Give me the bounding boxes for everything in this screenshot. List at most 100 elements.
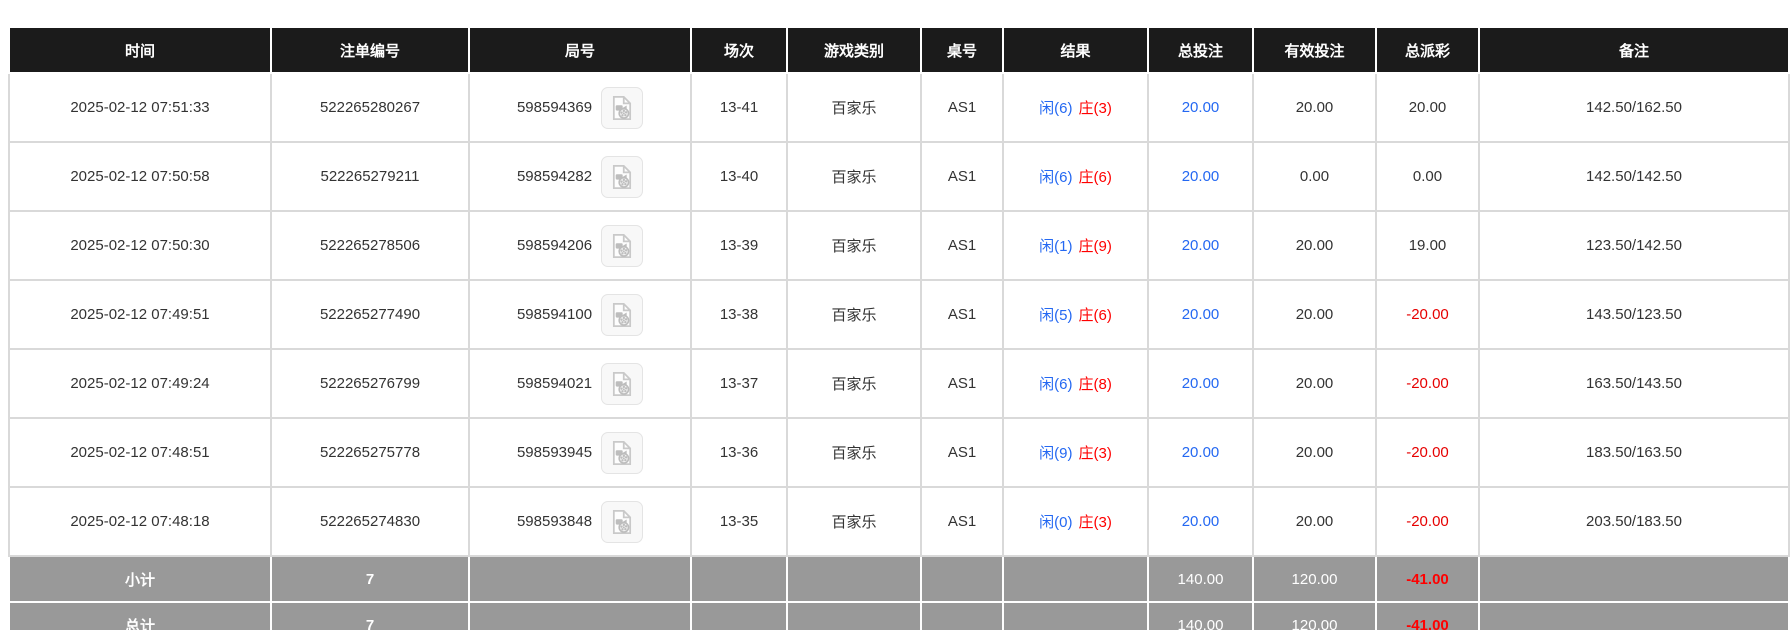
table-no-cell: AS1 <box>920 72 1004 143</box>
bet-id-cell: 522265278506 <box>270 210 470 281</box>
col-header-bet-id: 注单编号 <box>270 26 470 74</box>
table-row: 2025-02-12 07:48:18 522265274830 5985938… <box>8 486 1790 557</box>
table-no-cell: AS1 <box>920 417 1004 488</box>
total-label: 总计 <box>8 601 272 630</box>
result-cell: 闲(0) 庄(3) <box>1002 486 1149 557</box>
round-cell: 598594282 <box>468 141 692 212</box>
video-replay-button[interactable] <box>601 224 644 267</box>
total-bet-cell: 20.00 <box>1147 72 1254 143</box>
empty-cell <box>920 601 1004 630</box>
table-row: 2025-02-12 07:51:33 522265280267 5985943… <box>8 72 1790 143</box>
total-bet-cell: 20.00 <box>1147 210 1254 281</box>
bet-id-cell: 522265276799 <box>270 348 470 419</box>
table-no-cell: AS1 <box>920 141 1004 212</box>
subtotal-total-bet: 140.00 <box>1147 555 1254 603</box>
video-file-icon <box>608 370 636 398</box>
valid-bet-cell: 20.00 <box>1252 72 1377 143</box>
empty-cell <box>690 601 788 630</box>
payout-cell: -20.00 <box>1375 417 1480 488</box>
remark-cell: 183.50/163.50 <box>1478 417 1790 488</box>
empty-cell <box>786 601 922 630</box>
col-header-payout: 总派彩 <box>1375 26 1480 74</box>
table-row: 2025-02-12 07:49:51 522265277490 5985941… <box>8 279 1790 350</box>
col-header-table-no: 桌号 <box>920 26 1004 74</box>
subtotal-payout: -41.00 <box>1375 555 1480 603</box>
game-type-cell: 百家乐 <box>786 348 922 419</box>
video-replay-button[interactable] <box>601 500 644 543</box>
bet-id-cell: 522265279211 <box>270 141 470 212</box>
payout-cell: 20.00 <box>1375 72 1480 143</box>
round-number: 598593945 <box>516 444 593 461</box>
round-number: 598593848 <box>516 513 593 530</box>
result-cell: 闲(6) 庄(3) <box>1002 72 1149 143</box>
subtotal-row: 小计 7 140.00 120.00 -41.00 <box>8 555 1790 603</box>
video-replay-button[interactable] <box>601 362 644 405</box>
video-file-icon <box>608 94 636 122</box>
table-no-cell: AS1 <box>920 279 1004 350</box>
session-cell: 13-39 <box>690 210 788 281</box>
total-row: 总计 7 140.00 120.00 -41.00 <box>8 601 1790 630</box>
valid-bet-cell: 20.00 <box>1252 348 1377 419</box>
total-valid-bet: 120.00 <box>1252 601 1377 630</box>
payout-cell: -20.00 <box>1375 348 1480 419</box>
bet-id-cell: 522265274830 <box>270 486 470 557</box>
session-cell: 13-36 <box>690 417 788 488</box>
time-cell: 2025-02-12 07:48:18 <box>8 486 272 557</box>
bet-id-cell: 522265280267 <box>270 72 470 143</box>
video-replay-button[interactable] <box>601 155 644 198</box>
valid-bet-cell: 20.00 <box>1252 210 1377 281</box>
total-payout: -41.00 <box>1375 601 1480 630</box>
total-bet-cell: 20.00 <box>1147 348 1254 419</box>
col-header-session: 场次 <box>690 26 788 74</box>
video-replay-button[interactable] <box>601 431 644 474</box>
empty-cell <box>468 601 692 630</box>
result-cell: 闲(6) 庄(8) <box>1002 348 1149 419</box>
col-header-time: 时间 <box>8 26 272 74</box>
subtotal-label: 小计 <box>8 555 272 603</box>
remark-cell: 203.50/183.50 <box>1478 486 1790 557</box>
valid-bet-cell: 20.00 <box>1252 279 1377 350</box>
payout-cell: 19.00 <box>1375 210 1480 281</box>
result-banker: 庄(6) <box>1078 169 1112 186</box>
total-count: 7 <box>270 601 470 630</box>
round-number: 598594282 <box>516 168 593 185</box>
round-cell: 598593848 <box>468 486 692 557</box>
result-cell: 闲(6) 庄(6) <box>1002 141 1149 212</box>
bet-id-cell: 522265277490 <box>270 279 470 350</box>
video-file-icon <box>608 232 636 260</box>
video-replay-button[interactable] <box>601 293 644 336</box>
session-cell: 13-40 <box>690 141 788 212</box>
table-row: 2025-02-12 07:48:51 522265275778 5985939… <box>8 417 1790 488</box>
remark-cell: 142.50/142.50 <box>1478 141 1790 212</box>
total-bet-cell: 20.00 <box>1147 141 1254 212</box>
result-banker: 庄(8) <box>1078 376 1112 393</box>
table-row: 2025-02-12 07:50:58 522265279211 5985942… <box>8 141 1790 212</box>
result-banker: 庄(9) <box>1078 238 1112 255</box>
result-player: 闲(9) <box>1039 445 1073 462</box>
video-replay-button[interactable] <box>601 86 644 129</box>
video-file-icon <box>608 163 636 191</box>
remark-cell: 143.50/123.50 <box>1478 279 1790 350</box>
table-row: 2025-02-12 07:49:24 522265276799 5985940… <box>8 348 1790 419</box>
col-header-round: 局号 <box>468 26 692 74</box>
total-bet-cell: 20.00 <box>1147 279 1254 350</box>
bet-id-cell: 522265275778 <box>270 417 470 488</box>
col-header-valid-bet: 有效投注 <box>1252 26 1377 74</box>
round-cell: 598594021 <box>468 348 692 419</box>
result-player: 闲(5) <box>1039 307 1073 324</box>
game-type-cell: 百家乐 <box>786 210 922 281</box>
table-no-cell: AS1 <box>920 486 1004 557</box>
empty-cell <box>1002 601 1149 630</box>
remark-cell: 123.50/142.50 <box>1478 210 1790 281</box>
remark-cell: 163.50/143.50 <box>1478 348 1790 419</box>
empty-cell <box>1478 601 1790 630</box>
game-type-cell: 百家乐 <box>786 72 922 143</box>
result-player: 闲(6) <box>1039 376 1073 393</box>
game-type-cell: 百家乐 <box>786 141 922 212</box>
table-header: 时间 注单编号 局号 场次 游戏类别 桌号 结果 总投注 有效投注 总派彩 备注 <box>8 26 1790 74</box>
payout-cell: 0.00 <box>1375 141 1480 212</box>
round-number: 598594369 <box>516 99 593 116</box>
round-cell: 598594100 <box>468 279 692 350</box>
valid-bet-cell: 20.00 <box>1252 417 1377 488</box>
